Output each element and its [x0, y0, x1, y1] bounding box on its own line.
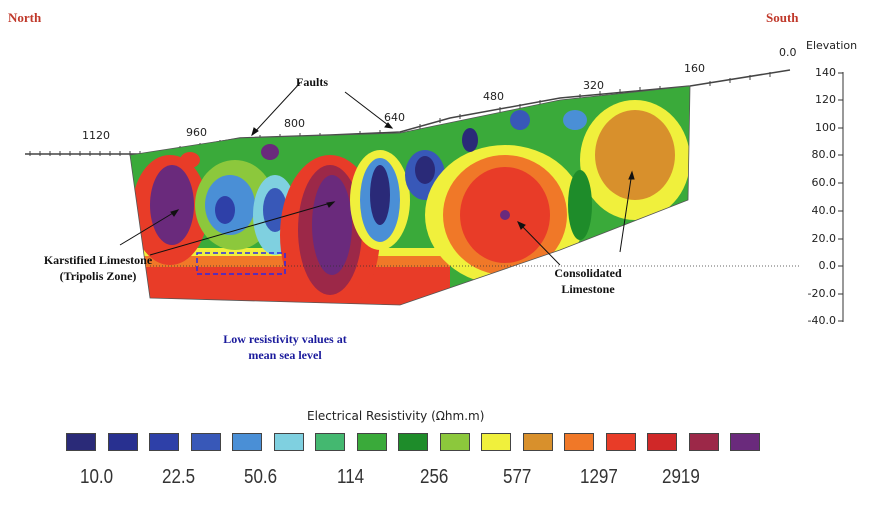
elevation-label: 120 [815, 93, 836, 106]
legend-label: 256 [420, 466, 449, 488]
legend-swatch [107, 433, 138, 451]
legend-label: 577 [503, 466, 532, 488]
legend-label: 50.6 [244, 466, 278, 488]
elevation-axis [838, 72, 844, 322]
legend-swatch [647, 433, 677, 451]
elevation-label: 20.0 [811, 232, 837, 245]
legend-swatch [730, 433, 760, 451]
distance-tick: 800 [284, 117, 305, 130]
legend-label: 2919 [662, 466, 700, 488]
legend-swatch [481, 433, 511, 451]
legend-swatch [66, 433, 96, 451]
elevation-label: 140 [815, 66, 836, 79]
legend-swatch [315, 433, 345, 451]
legend-swatch [398, 433, 428, 451]
elevation-label: 60.0 [811, 176, 837, 189]
legend-swatch [273, 433, 304, 451]
elevation-label: 40.0 [811, 204, 837, 217]
distance-tick: 0.0 [779, 46, 797, 59]
legend-label: 114 [337, 466, 365, 488]
distance-tick: 640 [384, 111, 405, 124]
distance-tick: 320 [583, 79, 604, 92]
faults-label: Faults [296, 75, 329, 89]
elevation-label: 80.0 [811, 148, 837, 161]
legend-swatch [149, 433, 179, 451]
elevation-label: 100 [815, 121, 836, 134]
elevation-label: 0.0 [818, 259, 837, 272]
distance-tick: 1120 [82, 129, 110, 142]
low-resistivity-label: Low resistivity values at mean sea level [223, 332, 347, 362]
legend-swatch [356, 433, 387, 451]
legend-swatch [688, 433, 719, 451]
low-resistivity-box [196, 252, 286, 275]
leader-lines [119, 82, 635, 266]
south-label: South [766, 10, 799, 25]
elevation-label: -40.0 [807, 314, 836, 327]
legend-label: 22.5 [162, 466, 196, 488]
north-label: North [8, 10, 42, 25]
legend-title: Electrical Resistivity (Ωhm.m) [307, 409, 485, 423]
distance-tick: 160 [684, 62, 705, 75]
elevation-title: Elevation [806, 39, 858, 52]
distance-tick: 480 [483, 90, 504, 103]
legend-swatch [522, 433, 553, 451]
legend-label: 1297 [580, 466, 618, 488]
legend-swatch [439, 433, 470, 451]
legend-swatch [232, 433, 262, 451]
distance-tick: 960 [186, 126, 207, 139]
legend-label: 10.0 [80, 466, 114, 488]
legend-swatch [190, 433, 221, 451]
legend-swatch [605, 433, 636, 451]
consolidated-label: Consolidated Limestone [554, 266, 622, 296]
legend-swatch [564, 433, 594, 451]
karstified-label: Karstified Limestone (Tripolis Zone) [43, 253, 153, 283]
elevation-label: -20.0 [807, 287, 836, 300]
